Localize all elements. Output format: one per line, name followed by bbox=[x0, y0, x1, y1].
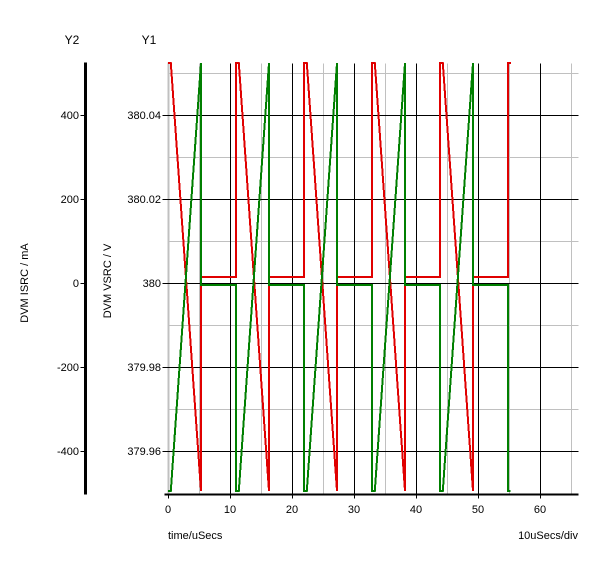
y1-tick-label: 379.96 bbox=[127, 446, 161, 458]
y2-tick-label: -400 bbox=[57, 446, 79, 458]
y2-tick-label: -200 bbox=[57, 362, 79, 374]
x-tick-label: 20 bbox=[286, 504, 298, 516]
x-tick-label: 40 bbox=[410, 504, 422, 516]
isrc-trace bbox=[168, 62, 511, 492]
y1-axis-title: Y1 bbox=[141, 33, 157, 47]
y1-axis-label: DVM VSRC / V bbox=[102, 243, 114, 319]
x-tick-label: 0 bbox=[165, 504, 171, 516]
y1-tick-label: 380.02 bbox=[127, 194, 161, 206]
y1-tick-label: 380.04 bbox=[127, 110, 161, 122]
y1-tick-label: 379.98 bbox=[127, 362, 161, 374]
x-tick-label: 30 bbox=[348, 504, 360, 516]
vsrc-trace bbox=[168, 62, 511, 492]
y2-tick-label: 400 bbox=[61, 110, 79, 122]
y2-tick-label: 200 bbox=[61, 194, 79, 206]
x-tick-label: 10 bbox=[224, 504, 236, 516]
y1-tick-label: 380 bbox=[143, 278, 161, 290]
x-axis-label: time/uSecs bbox=[168, 530, 223, 542]
y2-axis-title: Y2 bbox=[64, 33, 80, 47]
y2-axis-label: DVM ISRC / mA bbox=[19, 243, 31, 323]
x-tick-label: 60 bbox=[534, 504, 546, 516]
x-tick-label: 50 bbox=[472, 504, 484, 516]
x-scale-label: 10uSecs/div bbox=[518, 530, 578, 542]
y2-tick-label: 0 bbox=[73, 278, 79, 290]
